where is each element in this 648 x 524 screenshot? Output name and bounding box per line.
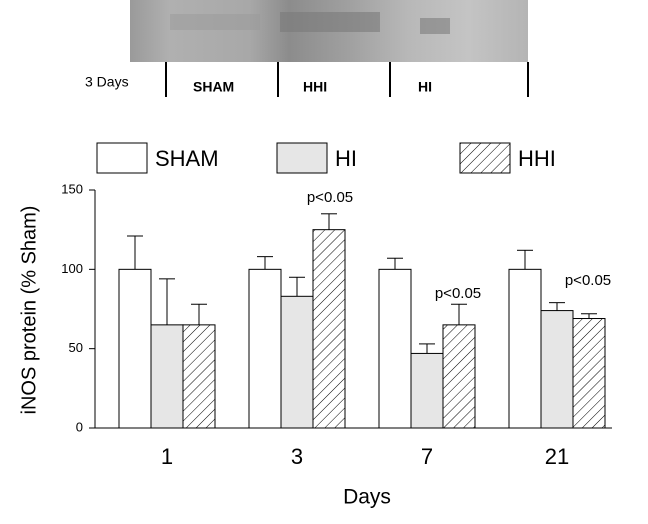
error-bar xyxy=(257,256,273,270)
bar xyxy=(508,268,542,429)
error-bar xyxy=(191,303,207,325)
lane-dividers xyxy=(165,62,529,97)
bar xyxy=(540,310,574,429)
error-bar xyxy=(581,313,597,319)
bar xyxy=(280,295,314,429)
blot-lane-label: HI xyxy=(418,79,432,95)
error-bar xyxy=(549,302,565,311)
error-bar xyxy=(419,343,435,354)
bar xyxy=(118,268,152,429)
bar xyxy=(378,268,412,429)
bar xyxy=(150,324,184,429)
error-bar xyxy=(159,278,175,325)
legend-label: HHI xyxy=(518,146,556,171)
legend-swatch xyxy=(96,142,148,174)
error-bar xyxy=(127,235,143,270)
x-tick-label: 1 xyxy=(161,444,173,469)
error-bar xyxy=(387,257,403,270)
x-tick-label: 21 xyxy=(545,444,569,469)
error-bar xyxy=(451,303,467,325)
y-axis-label: iNOS protein (% Sham) xyxy=(18,206,40,415)
legend-swatch xyxy=(276,142,328,174)
blot-band xyxy=(170,14,260,30)
annotation: p<0.05 xyxy=(435,285,481,302)
bar xyxy=(248,268,282,429)
blot-label: 3 Days xyxy=(85,74,129,90)
error-bar xyxy=(517,249,533,270)
annotation: p<0.05 xyxy=(307,189,353,206)
x-tick-label: 7 xyxy=(421,444,433,469)
x-axis-label: Days xyxy=(343,486,391,509)
blot-band xyxy=(280,12,380,32)
blot: 3 Days SHAM HHI HI xyxy=(85,0,529,97)
y-tick-label: 100 xyxy=(61,261,83,276)
y-tick-label: 50 xyxy=(69,340,83,355)
bar xyxy=(182,324,216,429)
blot-band xyxy=(420,18,450,34)
annotation: p<0.05 xyxy=(565,272,611,289)
legend-label: SHAM xyxy=(155,146,219,171)
blot-lane-label: HHI xyxy=(303,79,327,95)
error-bar xyxy=(289,276,305,297)
bar xyxy=(572,318,606,429)
legend-swatch xyxy=(459,142,511,174)
error-bar xyxy=(321,213,337,230)
bar xyxy=(442,324,476,429)
blot-lane-label: SHAM xyxy=(193,79,234,95)
x-tick-label: 3 xyxy=(291,444,303,469)
y-tick-label: 0 xyxy=(76,419,83,434)
bar xyxy=(312,229,346,429)
bar xyxy=(410,352,444,429)
y-tick-label: 150 xyxy=(61,181,83,196)
legend-label: HI xyxy=(335,146,357,171)
